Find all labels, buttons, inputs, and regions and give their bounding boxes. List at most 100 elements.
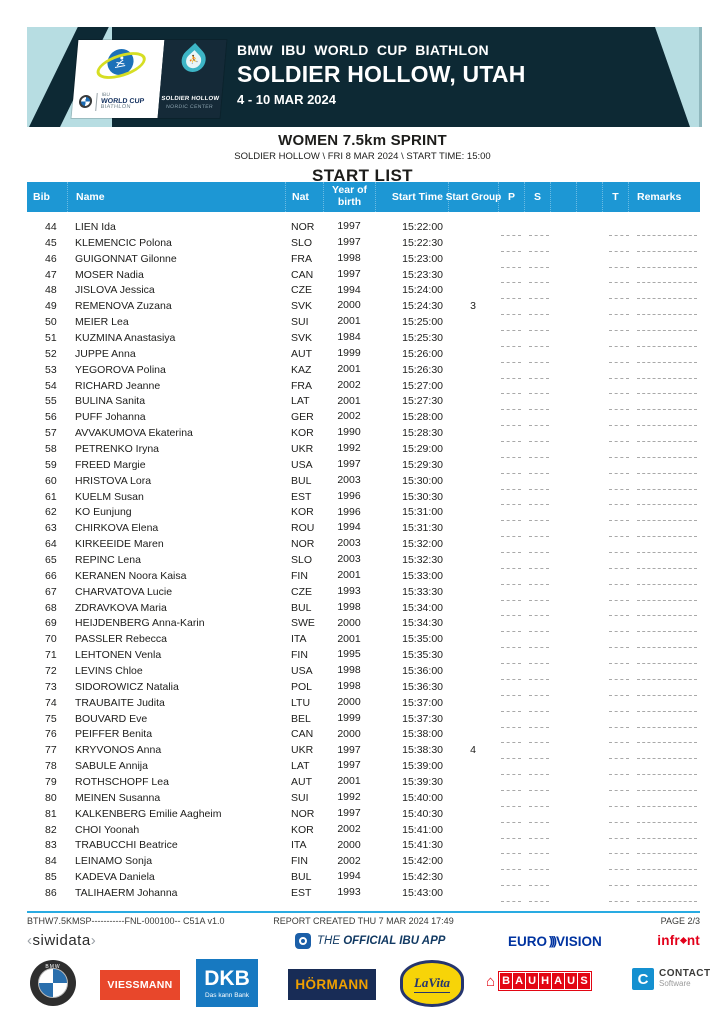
s-cell (524, 663, 550, 680)
name-cell: FREED Margie (75, 458, 146, 471)
soldier-hollow-logo: ⛹ SOLDIER HOLLOW NORDIC CENTER (157, 40, 227, 118)
start-group-cell (448, 615, 498, 631)
t-cell (602, 790, 629, 807)
p-cell (498, 695, 524, 712)
nat-cell: SLO (291, 553, 313, 566)
name-cell: PUFF Johanna (75, 411, 146, 424)
nat-cell: BEL (291, 712, 311, 725)
t-cell (602, 489, 629, 506)
s-cell (524, 631, 550, 649)
nat-cell: LTU (291, 696, 311, 709)
start-group-cell (448, 790, 498, 806)
write-in-line (529, 885, 549, 887)
start-time-cell: 15:33:30 (402, 585, 443, 598)
viessmann-logo: VIESSMANN (100, 970, 180, 1000)
year-of-birth-cell: 2002 (337, 378, 361, 391)
write-in-line (609, 377, 629, 379)
write-in-line (609, 758, 629, 760)
bib-cell: 70 (45, 633, 57, 646)
start-time-cell: 15:42:30 (402, 871, 443, 884)
footer-divider (27, 911, 700, 913)
blank-cell (576, 378, 602, 394)
write-in-line (637, 250, 697, 252)
remarks-cell (628, 425, 700, 443)
p-cell (498, 679, 524, 696)
table-row: 58 PETRENKO Iryna UKR 1992 15:29:00 (27, 441, 700, 458)
write-in-line (529, 552, 549, 554)
p-cell (498, 504, 524, 522)
write-in-line (609, 298, 629, 300)
list-title: START LIST (312, 166, 413, 185)
write-in-line (501, 393, 521, 395)
write-in-line (529, 631, 549, 633)
s-cell (524, 393, 550, 411)
write-in-line (501, 837, 521, 839)
remarks-cell (628, 885, 700, 902)
t-cell (602, 251, 629, 268)
table-row: 63 CHIRKOVA Elena ROU 1994 15:31:30 (27, 520, 700, 538)
remarks-cell (628, 552, 700, 569)
skier-icon (114, 56, 126, 69)
write-in-line (501, 821, 521, 823)
s-cell (524, 441, 550, 458)
name-cell: KUELM Susan (75, 490, 144, 503)
write-in-line (501, 853, 521, 855)
write-in-line (529, 869, 549, 871)
table-row: 67 CHARVATOVA Lucie CZE 1993 15:33:30 (27, 584, 700, 601)
s-cell (524, 600, 550, 617)
blank-cell (550, 853, 576, 869)
name-cell: BULINA Sanita (75, 395, 146, 408)
year-of-birth-cell: 1998 (337, 664, 361, 677)
remarks-cell (628, 346, 700, 363)
remarks-cell (628, 235, 700, 252)
bmw-logo: BMW (30, 960, 76, 1006)
year-of-birth-cell: 2002 (337, 854, 361, 867)
contact-c-icon: C (632, 968, 654, 990)
remarks-cell (628, 568, 700, 585)
ibu-world-cup-logo: IBU WORLD CUP BIATHLON (71, 40, 165, 118)
write-in-line (529, 583, 549, 585)
write-in-line (529, 774, 549, 776)
s-cell (524, 489, 550, 506)
table-row: 52 JUPPE Anna AUT 1999 15:26:00 (27, 346, 700, 363)
blank-cell (576, 219, 602, 235)
blank-cell (550, 742, 576, 758)
write-in-line (609, 774, 629, 776)
document-code: BTHW7.5KMSP-----------FNL-000100-- C51A … (27, 916, 225, 926)
column-header-nat: Nat (285, 182, 323, 212)
s-cell (524, 346, 550, 363)
start-group-cell (448, 663, 498, 679)
blank-cell (576, 346, 602, 362)
p-cell (498, 473, 524, 490)
write-in-line (501, 647, 521, 649)
table-row: 55 BULINA Sanita LAT 2001 15:27:30 (27, 393, 700, 411)
bib-cell: 76 (45, 728, 57, 741)
p-cell (498, 615, 524, 633)
write-in-line (501, 345, 521, 347)
blank-cell (550, 251, 576, 267)
write-in-line (609, 361, 629, 363)
column-header-start-group: Start Group (446, 182, 501, 212)
p-cell (498, 790, 524, 807)
t-cell (602, 647, 629, 665)
table-row: 48 JISLOVA Jessica CZE 1994 15:24:00 (27, 282, 700, 300)
event-title: WOMEN 7.5km SPRINT (278, 132, 447, 149)
s-cell (524, 282, 550, 300)
remarks-cell (628, 600, 700, 617)
nat-cell: FRA (291, 379, 312, 392)
start-time-cell: 15:25:30 (402, 331, 443, 344)
t-cell (602, 615, 629, 633)
t-cell (602, 473, 629, 490)
blank-cell (550, 267, 576, 283)
start-time-cell: 15:31:30 (402, 522, 443, 535)
name-cell: TRABUCCHI Beatrice (75, 839, 178, 852)
s-cell (524, 695, 550, 712)
s-cell (524, 679, 550, 696)
write-in-line (501, 409, 521, 411)
write-in-line (609, 282, 629, 284)
t-cell (602, 520, 629, 538)
write-in-line (609, 663, 629, 665)
table-row: 59 FREED Margie USA 1997 15:29:30 (27, 457, 700, 474)
bib-cell: 58 (45, 442, 57, 455)
name-cell: PETRENKO Iryna (75, 442, 160, 455)
